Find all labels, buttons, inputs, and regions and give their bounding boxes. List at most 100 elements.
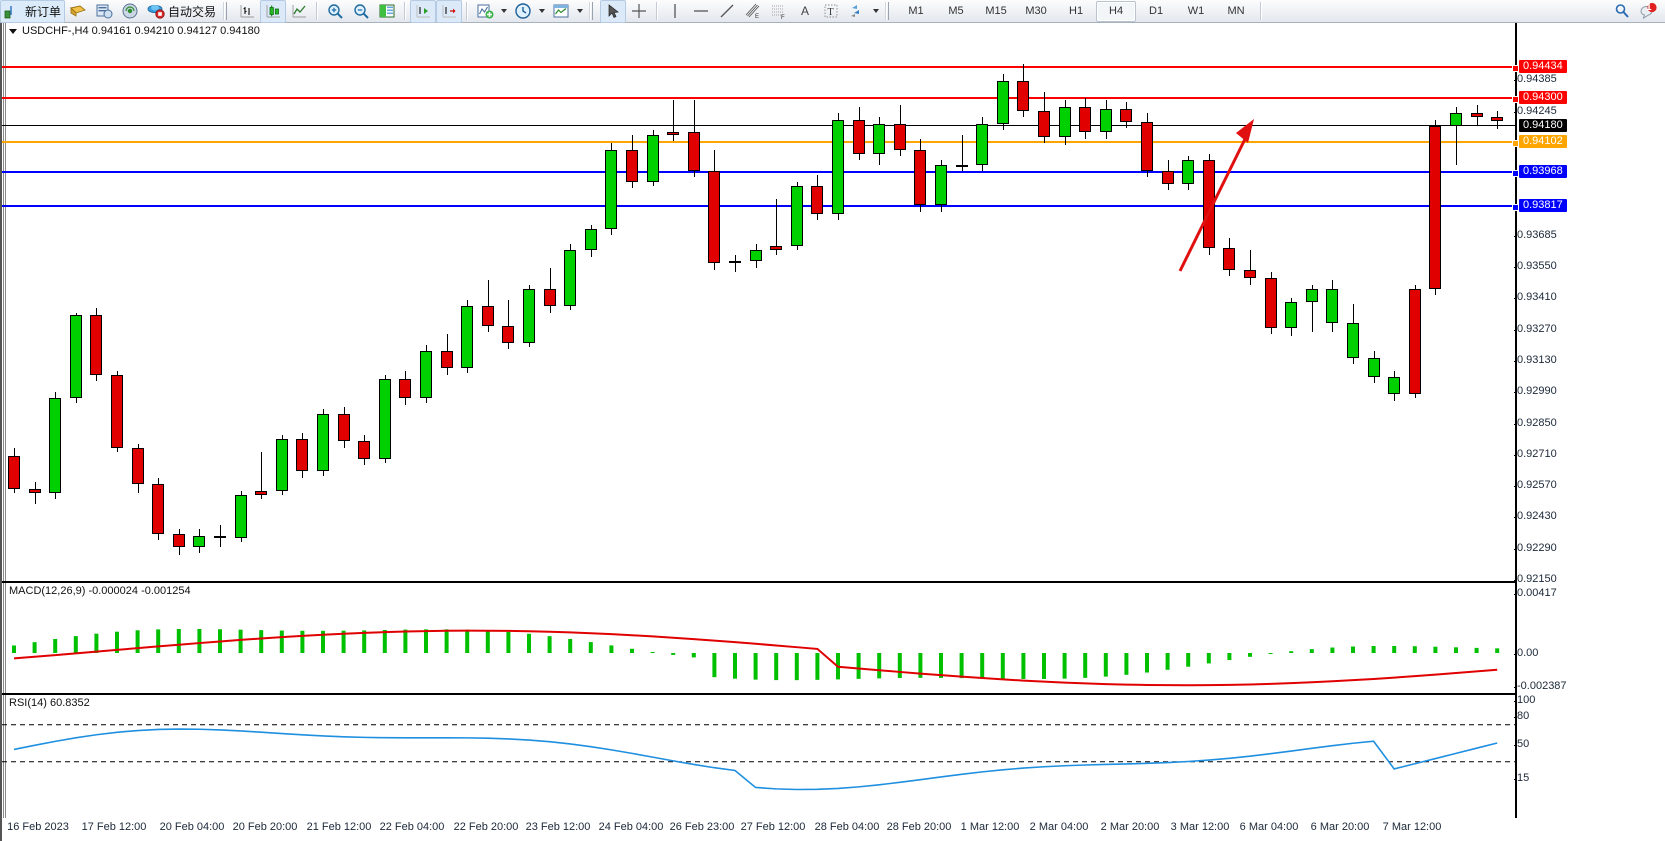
cursor-arrow-icon [608, 4, 619, 18]
macd-histogram-bar [1103, 653, 1108, 677]
auto-scroll-button[interactable] [410, 0, 437, 23]
text-label-button[interactable]: A [792, 0, 818, 23]
macd-histogram-bar [588, 642, 593, 653]
timeframe-m15[interactable]: M15 [985, 5, 1007, 17]
macd-histogram-bar [609, 645, 614, 653]
price-level-label[interactable]: 0.93817 [1519, 199, 1567, 212]
price-level-label[interactable]: 0.94300 [1519, 91, 1567, 104]
trendline-button[interactable] [714, 0, 740, 23]
toolbar-separator-2 [404, 2, 407, 20]
time-scale[interactable]: 16 Feb 2023 17 Feb 12:00 20 Feb 04:00 20 Fe… [2, 818, 1515, 841]
price-line-resistance-1[interactable] [2, 65, 1519, 72]
crosshair-button[interactable] [626, 0, 652, 23]
auto-scroll-icon [416, 5, 431, 18]
macd-histogram-bar [135, 630, 140, 653]
price-level-label[interactable]: 0.94102 [1519, 135, 1567, 148]
line-chart-button[interactable] [286, 0, 312, 23]
chart-collapse-icon[interactable] [9, 28, 17, 34]
price-line-handle[interactable] [1512, 170, 1519, 177]
macd-pane-divider[interactable] [2, 581, 1515, 583]
shapes-dropdown-caret[interactable] [873, 9, 880, 13]
templates-dropdown-caret[interactable] [577, 9, 584, 13]
price-level-label[interactable]: 0.93968 [1519, 165, 1567, 178]
macd-histogram-bar [506, 631, 511, 653]
rsi-pane-divider[interactable] [2, 693, 1515, 695]
cursor-button[interactable] [600, 0, 627, 23]
timeframe-w1[interactable]: W1 [1187, 5, 1205, 17]
candle-body [152, 484, 165, 534]
toolbar-separator-1 [316, 2, 319, 20]
rsi-tick: 15 [1513, 772, 1530, 784]
templates-button[interactable] [548, 0, 574, 23]
period-button[interactable] [510, 0, 536, 23]
text-box-button[interactable]: T [818, 0, 844, 23]
zoom-out-button[interactable] [348, 0, 374, 23]
candle-body [234, 495, 247, 538]
notification-count: 1 [1646, 1, 1652, 13]
chart-grid-button[interactable] [374, 0, 400, 23]
timeframe-m30[interactable]: M30 [1025, 5, 1047, 17]
time-label: 22 Feb 04:00 [379, 821, 445, 833]
notification-button[interactable]: 1 [1635, 0, 1661, 23]
macd-histogram-bar [341, 630, 346, 653]
timeframe-m1[interactable]: M1 [908, 5, 924, 17]
macd-histogram-bar [1186, 653, 1191, 667]
fibonacci-button[interactable]: F [766, 0, 792, 23]
vertical-line-button[interactable] [662, 0, 688, 23]
timeframe-mn[interactable]: MN [1227, 5, 1245, 17]
price-level-label[interactable]: 0.94180 [1519, 119, 1567, 132]
candle-body [358, 441, 371, 459]
price-line-support-1[interactable] [2, 170, 1519, 177]
search-button[interactable] [1609, 0, 1635, 23]
price-line-handle[interactable] [1512, 65, 1519, 72]
indicators-button[interactable] [472, 0, 498, 23]
equidistant-channel-button[interactable]: E [740, 0, 766, 23]
price-line-support-2[interactable] [2, 204, 1519, 211]
macd-histogram-bar [959, 653, 964, 679]
autotrading-button[interactable]: 自动交易 [143, 0, 220, 23]
time-label: 6 Mar 20:00 [1310, 821, 1370, 833]
candle-body [399, 379, 412, 399]
price-line-entry[interactable] [2, 140, 1519, 147]
svg-text:E: E [755, 14, 759, 20]
toolbar-grip-1[interactable] [223, 2, 232, 20]
timeframe-m5[interactable]: M5 [948, 5, 964, 17]
price-tick: 0.92850 [1514, 417, 1557, 429]
toolbar-grip-3[interactable] [885, 2, 894, 20]
market-watch-button[interactable] [91, 0, 117, 23]
toolbar-grip-2[interactable] [589, 2, 598, 20]
macd-histogram-bar [53, 638, 58, 653]
profiles-button[interactable] [65, 0, 91, 23]
horizontal-line-button[interactable] [688, 0, 714, 23]
timeframe-d1[interactable]: D1 [1149, 5, 1164, 17]
macd-histogram-bar [485, 630, 490, 653]
macd-histogram-bar [527, 633, 531, 653]
new-order-button[interactable]: 新订单 [0, 0, 66, 23]
macd-histogram-bar [1165, 653, 1170, 670]
candle-body [955, 164, 968, 167]
chart-area[interactable]: USDCHF-,H4 0.94161 0.94210 0.94127 0.941… [0, 23, 1665, 841]
timeframe-h1[interactable]: H1 [1069, 5, 1084, 17]
chart-shift-button[interactable] [436, 0, 463, 23]
price-line-handle[interactable] [1512, 204, 1519, 211]
price-line-handle[interactable] [1512, 140, 1519, 147]
period-dropdown-caret[interactable] [539, 9, 546, 13]
macd-histogram-bar [176, 628, 181, 653]
price-line-resistance-2[interactable] [2, 96, 1519, 103]
signal-button[interactable] [117, 0, 143, 23]
candle-body [564, 250, 577, 307]
zoom-in-button[interactable] [322, 0, 348, 23]
macd-histogram-bar [1495, 648, 1500, 653]
bar-chart-button[interactable] [234, 0, 260, 23]
timeframe-h4[interactable]: H4 [1096, 0, 1137, 22]
candlestick-chart-button[interactable] [260, 0, 287, 23]
candle-body [111, 374, 123, 448]
price-line-handle[interactable] [1512, 96, 1519, 103]
price-level-label[interactable]: 0.94434 [1519, 60, 1567, 73]
macd-plot [12, 628, 1500, 687]
macd-tick: 0.00 [1513, 647, 1539, 659]
macd-histogram-bar [774, 653, 779, 681]
candle-body [935, 164, 947, 206]
indicators-dropdown-caret[interactable] [501, 9, 508, 13]
shapes-button[interactable] [844, 0, 870, 23]
